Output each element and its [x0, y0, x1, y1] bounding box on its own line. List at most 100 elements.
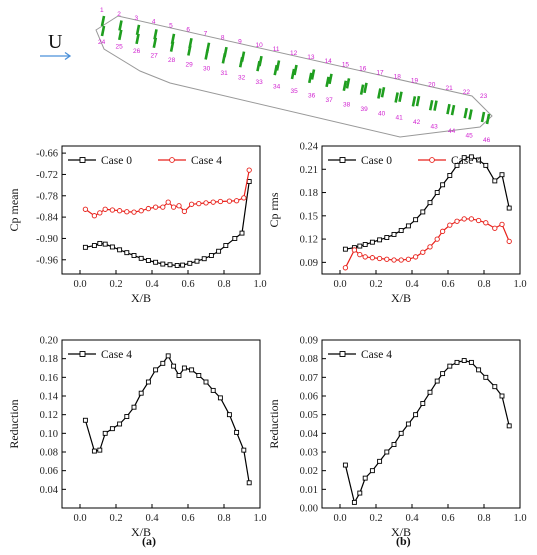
tap-number-label: 30	[203, 66, 211, 73]
chart-cp-rms: 0.0 0.2 0.4 0.6 0.8 1.0 0.09 0.12 0.15 0.18 0.21 0.…	[267, 142, 527, 306]
section-outline	[95, 15, 493, 138]
plot-frame	[321, 145, 521, 275]
data-point	[174, 263, 180, 268]
x-tick-label: 0.6	[441, 513, 454, 524]
tap-number-label: 7	[204, 30, 208, 37]
legend-label: Case 4	[451, 155, 482, 167]
pressure-tap-mark	[480, 111, 486, 123]
tap-number-label: 42	[413, 119, 421, 126]
data-point	[97, 447, 103, 453]
tap-number-label: 27	[151, 52, 159, 59]
y-tick-label: 0.09	[300, 258, 318, 269]
data-point	[176, 373, 182, 378]
data-point	[377, 237, 383, 243]
x-axis-title: X/B	[391, 291, 411, 305]
data-point	[483, 162, 489, 168]
y-tick-label: 0.03	[300, 448, 318, 459]
data-point	[434, 378, 440, 384]
data-point	[233, 198, 240, 204]
pressure-tap-mark	[290, 68, 296, 80]
tap-number-label: 40	[378, 110, 386, 117]
tap-number-label: 19	[411, 77, 419, 84]
tap-number-label: 11	[273, 46, 280, 53]
tap-number-label: 13	[307, 54, 315, 61]
data-point	[413, 412, 419, 418]
y-tick-label: -0.90	[36, 234, 58, 245]
y-axis-title: Cp mean	[7, 189, 21, 232]
pressure-tap-mark	[240, 51, 246, 62]
data-point	[246, 480, 252, 486]
data-point	[217, 198, 224, 205]
pressure-tap-mark	[273, 64, 279, 76]
data-point	[176, 203, 182, 209]
data-point	[492, 225, 498, 231]
data-point	[138, 208, 144, 214]
data-point	[234, 429, 240, 435]
data-point	[369, 255, 376, 261]
data-point	[165, 199, 171, 205]
data-point	[232, 235, 238, 241]
y-tick-label: 0.08	[300, 354, 318, 365]
data-point	[153, 259, 159, 265]
x-tick-label: 0.4	[145, 513, 159, 524]
data-point	[117, 247, 123, 253]
flow-label: U	[48, 31, 63, 53]
y-axis-title: Reduction	[267, 399, 281, 448]
data-point	[447, 222, 453, 228]
pressure-tap-mark	[117, 29, 123, 41]
data-point	[342, 462, 348, 468]
data-point	[492, 384, 498, 390]
series-line	[344, 359, 510, 504]
tap-number-label: 44	[448, 128, 456, 135]
plot-frame	[61, 339, 261, 509]
y-tick-label: 0.04	[40, 485, 59, 496]
data-point	[246, 167, 252, 173]
y-tick-label: 0.09	[300, 336, 318, 347]
data-point	[384, 235, 390, 240]
data-point	[109, 244, 115, 250]
series-line	[85, 170, 250, 217]
pressure-tap-mark	[468, 109, 473, 120]
x-tick-label: 0.6	[181, 513, 194, 524]
data-point	[216, 248, 222, 254]
tap-number-label: 4	[152, 19, 156, 26]
data-point	[171, 363, 177, 369]
data-point	[153, 367, 159, 373]
tap-number-label: 24	[98, 39, 106, 46]
data-point	[398, 228, 404, 234]
y-tick-label: 0.06	[300, 392, 318, 403]
x-tick-label: 0.0	[333, 279, 346, 290]
data-point	[203, 200, 209, 206]
pressure-tap-mark	[205, 42, 211, 53]
data-point	[483, 220, 489, 226]
legend-label: Case 0	[361, 155, 392, 167]
x-tick-label: 0.8	[477, 513, 490, 524]
data-point	[91, 213, 98, 219]
data-point	[384, 449, 390, 455]
data-point	[357, 243, 363, 249]
data-point	[217, 395, 223, 401]
data-point	[203, 379, 209, 385]
tap-number-label: 46	[483, 137, 491, 144]
pressure-tap-mark	[463, 107, 469, 119]
tap-number-label: 15	[342, 62, 350, 69]
pressure-tap-mark	[135, 24, 141, 36]
y-tick-label: 0.07	[300, 373, 318, 384]
tap-number-label: 2	[117, 11, 121, 18]
data-point	[461, 155, 467, 161]
data-point	[506, 238, 512, 245]
x-tick-label: 0.2	[369, 279, 382, 290]
pressure-tap-mark	[415, 95, 421, 107]
tap-number-label: 34	[273, 84, 281, 91]
x-axis-title: X/B	[391, 525, 411, 539]
data-point	[201, 256, 207, 262]
data-point	[434, 190, 440, 195]
pressure-tap-mark	[258, 55, 263, 67]
pressure-tap-mark	[446, 103, 451, 115]
data-point	[160, 204, 166, 210]
x-tick-label: 0.0	[333, 513, 346, 524]
data-point	[398, 430, 404, 436]
chart-cp-mean: 0.0 0.2 0.4 0.6 0.8 1.0 -0.66 -0.72 -0.78 -0.84 -0…	[7, 145, 267, 305]
data-point	[391, 257, 397, 263]
legend-label: Case 0	[101, 155, 132, 167]
